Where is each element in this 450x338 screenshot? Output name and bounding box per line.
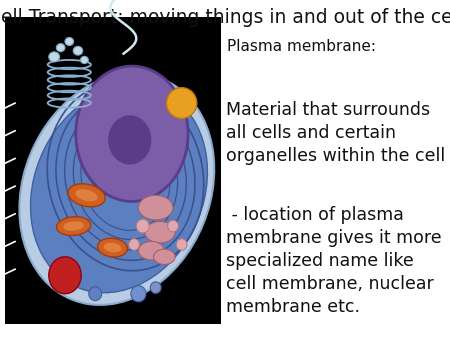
Text: Cell Transport: moving things in and out of the cell: Cell Transport: moving things in and out… (0, 8, 450, 27)
Ellipse shape (153, 249, 175, 265)
Ellipse shape (65, 38, 74, 46)
Ellipse shape (129, 239, 140, 250)
Ellipse shape (108, 115, 151, 165)
Ellipse shape (166, 88, 197, 118)
Ellipse shape (150, 282, 161, 293)
Ellipse shape (56, 44, 65, 52)
Text: Material that surrounds
all cells and certain
organelles within the cell: Material that surrounds all cells and ce… (226, 101, 445, 165)
Ellipse shape (76, 189, 98, 201)
Ellipse shape (89, 287, 102, 300)
Ellipse shape (49, 52, 59, 62)
Ellipse shape (167, 220, 178, 232)
Ellipse shape (73, 46, 83, 55)
Ellipse shape (145, 221, 175, 243)
Ellipse shape (176, 239, 187, 250)
Ellipse shape (56, 217, 91, 235)
Ellipse shape (81, 56, 88, 64)
Text: - location of plasma
membrane gives it more
specialized name like
cell membrane,: - location of plasma membrane gives it m… (226, 206, 441, 316)
Ellipse shape (98, 238, 127, 257)
Ellipse shape (139, 195, 173, 220)
Ellipse shape (76, 66, 188, 201)
Ellipse shape (131, 286, 146, 302)
Ellipse shape (63, 221, 84, 231)
Ellipse shape (139, 241, 164, 260)
Ellipse shape (49, 257, 81, 294)
Ellipse shape (19, 73, 214, 305)
Bar (4, 17, 220, 324)
Ellipse shape (136, 219, 149, 233)
Text: Plasma membrane:: Plasma membrane: (227, 39, 376, 54)
Ellipse shape (68, 184, 105, 207)
Ellipse shape (31, 86, 207, 293)
Ellipse shape (104, 243, 122, 252)
